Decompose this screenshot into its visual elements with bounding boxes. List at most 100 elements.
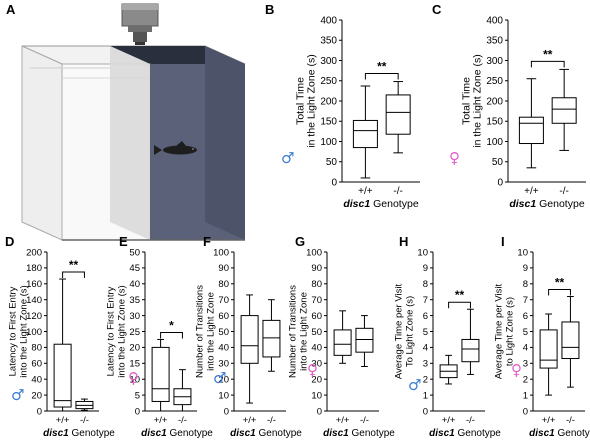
y-tick-label: 0 [37,406,42,417]
x-tick-label: -/- [559,186,568,197]
y-axis-label-line: into the Light Zone [206,292,217,371]
significance-label: ** [455,288,465,302]
y-tick-label: 90 [218,263,229,274]
male-symbol-icon: ♂ [281,149,294,167]
x-axis-label-rest: Genotype [349,428,396,439]
y-axis-label-line: Total Time [461,77,473,125]
y-tick-label: 45 [129,263,140,274]
male-symbol-icon: ♂ [11,386,24,404]
y-tick-label: 4 [423,343,428,354]
panel-d: D 0 20 40 60 80 100 120 140 160 180 200 Latency to F… [5,234,115,439]
x-axis-label-rest: Genotype [555,428,590,439]
panel-h-letter: H [399,234,408,249]
y-tick-label: 10 [129,375,140,386]
y-tick-label: 200 [26,247,42,258]
fish-icon [154,141,197,155]
x-axis-label: disc1 Genotype [323,428,395,439]
y-tick-label: 6 [423,311,428,322]
box-+/+ [151,346,170,402]
y-tick-label: 350 [486,36,503,47]
y-tick-label: 50 [326,157,338,168]
y-tick-label: 10 [517,247,528,258]
significance-label: ** [543,47,553,61]
y-axis-label: Number of Transitionsinto the Light Zone [195,285,217,378]
panel-a: A [6,2,246,241]
male-symbol-icon: ♂ [213,369,226,387]
y-tick-label: 5 [523,327,528,338]
y-tick-label: 30 [129,311,140,322]
y-tick-label: 0 [423,406,428,417]
panel-f-letter: F [203,234,211,249]
box-+/+ [53,343,72,408]
y-tick-label: 10 [311,390,322,401]
y-tick-label: 100 [26,327,42,338]
y-tick-label: 20 [218,375,229,386]
panel-g-letter: G [295,234,305,249]
x-axis-label-gene: disc1 [509,198,536,210]
y-axis-label: Total Timein the Light Zone (s) [295,54,318,147]
y-axis-label: Latency to First Entryinto the Light Zon… [106,285,128,377]
y-axis-label: Total Timein the Light Zone (s) [461,54,484,147]
y-axis-label: Latency to First Entryinto the Light Zon… [8,285,30,377]
y-tick-label: 9 [523,263,528,274]
x-axis-label-gene: disc1 [343,198,370,210]
x-tick-label: -/- [178,415,187,426]
x-tick-label: +/+ [336,415,350,426]
tank-illustration [21,45,246,241]
y-tick-label: 90 [311,263,322,274]
y-tick-label: 50 [218,327,229,338]
box--/- [385,94,411,135]
panel-d-letter: D [5,234,14,249]
y-tick-label: 40 [31,375,42,386]
y-tick-label: 160 [26,279,42,290]
panel-c: C 0 50 100 150 200 250 300 350 400 Total Timein th… [432,2,586,210]
y-tick-label: 3 [523,359,528,370]
y-axis-label-line: to Light Zone (s) [505,297,516,366]
y-axis-label-line: Number of Transitions [195,285,206,378]
y-tick-label: 0 [135,406,140,417]
box-+/+ [518,116,544,145]
x-axis-label-gene: disc1 [43,428,69,439]
y-axis-label-line: into the Light Zone (s) [117,285,128,377]
y-tick-label: 7 [423,295,428,306]
panel-i: I 0 1 2 3 4 5 6 7 8 9 10 Average Time per Visitto Li… [494,234,590,439]
y-tick-label: 30 [218,359,229,370]
x-tick-label: +/+ [154,415,168,426]
box-+/+ [333,329,352,356]
x-axis-label-rest: Genotype [370,198,419,210]
y-tick-label: 70 [311,295,322,306]
y-axis-label-line: Total Time [295,77,307,125]
y-tick-label: 2 [423,375,428,386]
x-tick-label: +/+ [358,186,373,197]
y-tick-label: 20 [129,343,140,354]
y-tick-label: 80 [218,279,229,290]
x-axis-label-rest: Genotype [256,428,303,439]
y-tick-label: 0 [224,406,229,417]
female-symbol-icon: ♀ [511,361,522,379]
y-tick-label: 5 [423,327,428,338]
x-axis-label-gene: disc1 [529,428,555,439]
male-symbol-icon: ♂ [408,376,421,394]
panel-b-letter: B [265,2,274,17]
x-tick-label: -/- [566,415,575,426]
y-tick-label: 35 [129,295,140,306]
y-tick-label: 25 [129,327,140,338]
y-tick-label: 50 [311,327,322,338]
y-tick-label: 0 [317,406,322,417]
y-axis-label-line: in the Light Zone (s) [472,54,484,147]
y-axis-label: Average Time per VisitTo Light Zone (s) [394,284,416,380]
y-tick-label: 4 [523,343,528,354]
x-tick-label: +/+ [243,415,257,426]
female-symbol-icon: ♀ [449,149,460,167]
y-tick-label: 0 [523,406,528,417]
x-axis-label-rest: Genotype [69,428,116,439]
y-axis-label-line: Number of Transitions [288,285,299,378]
y-axis-label-line: Latency to First Entry [8,286,19,376]
y-tick-label: 400 [320,15,337,26]
x-axis-label-rest: Genotype [455,428,502,439]
y-axis-label-line: in the Light Zone (s) [306,54,318,147]
x-tick-label: +/+ [542,415,556,426]
y-tick-label: 50 [492,157,504,168]
significance-bracket [62,271,85,279]
female-symbol-icon: ♀ [128,369,139,387]
